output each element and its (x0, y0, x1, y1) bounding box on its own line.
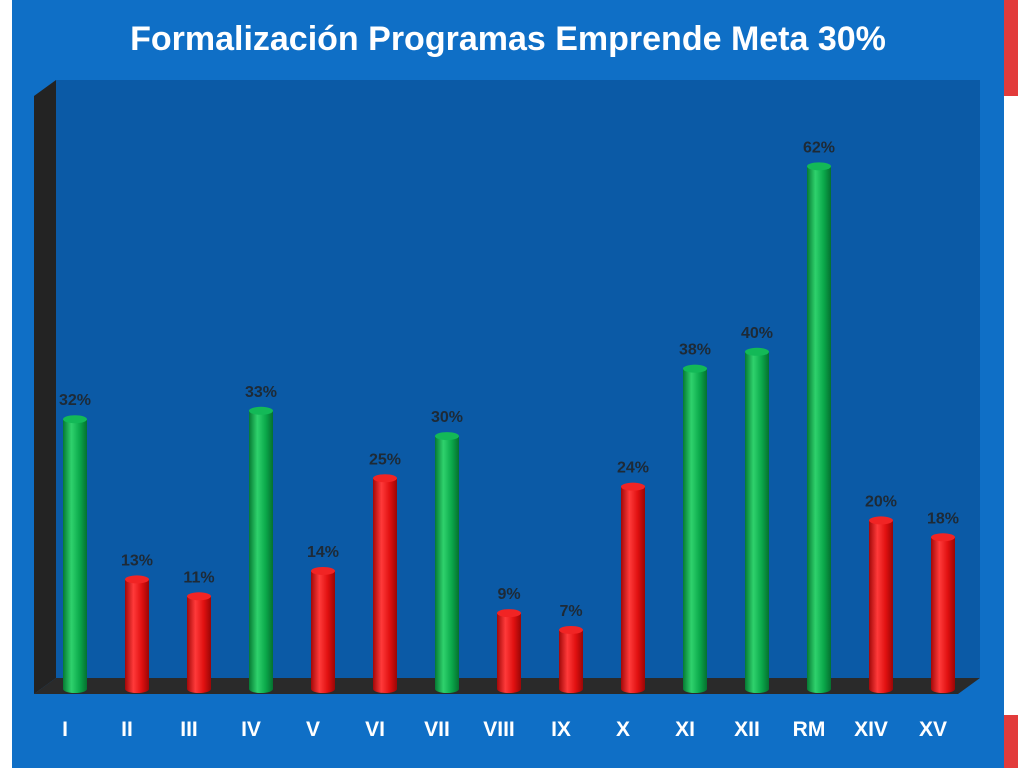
bar-body (125, 579, 149, 689)
data-label-XI: 38% (679, 342, 711, 359)
x-tick-label-III: III (180, 718, 198, 741)
bar-base (931, 685, 955, 693)
bar-cap (559, 625, 583, 634)
bar-III (187, 592, 211, 693)
bar-base (187, 685, 211, 693)
bar-X (621, 482, 645, 693)
x-tick-label-XIV: XIV (854, 718, 888, 741)
bar-cap (807, 162, 831, 171)
bar-base (311, 685, 335, 693)
bar-base (621, 685, 645, 693)
bar-cap (621, 482, 645, 491)
accent-bar-top (1004, 0, 1018, 96)
x-tick-label-XI: XI (675, 718, 695, 741)
bar-body (807, 166, 831, 690)
bar-XIV (869, 516, 893, 693)
x-tick-label-RM: RM (793, 718, 826, 741)
x-tick-label-XII: XII (734, 718, 760, 741)
data-label-XII: 40% (741, 325, 773, 342)
data-label-V: 14% (307, 544, 339, 561)
bar-RM (807, 162, 831, 693)
bar-IX (559, 625, 583, 693)
x-tick-label-X: X (616, 718, 630, 741)
bar-cap (311, 566, 335, 575)
bar-base (745, 685, 769, 693)
data-label-XV: 18% (927, 510, 959, 527)
bar-base (373, 685, 397, 693)
x-tick-label-IX: IX (551, 718, 571, 741)
bar-base (125, 685, 149, 693)
bar-VII (435, 432, 459, 693)
bar-base (807, 685, 831, 693)
x-tick-label-I: I (62, 718, 68, 741)
x-tick-label-II: II (121, 718, 133, 741)
bar-cap (187, 592, 211, 601)
bar-XI (683, 364, 707, 693)
x-tick-label-VIII: VIII (483, 718, 515, 741)
bar-I (63, 415, 87, 693)
bar-base (435, 685, 459, 693)
bar-base (249, 685, 273, 693)
data-label-VI: 25% (369, 451, 401, 468)
bar-body (931, 537, 955, 689)
bar-base (869, 685, 893, 693)
data-label-VII: 30% (431, 409, 463, 426)
bar-body (497, 613, 521, 689)
data-label-II: 13% (121, 552, 153, 569)
x-tick-label-VI: VI (365, 718, 385, 741)
x-tick-label-V: V (306, 718, 320, 741)
bar-body (869, 520, 893, 689)
bar-cap (435, 432, 459, 441)
bar-cap (931, 533, 955, 542)
chart-title: Formalización Programas Emprende Meta 30… (130, 20, 886, 58)
x-tick-label-VII: VII (424, 718, 450, 741)
bar-body (187, 596, 211, 689)
bar-II (125, 575, 149, 693)
data-label-RM: 62% (803, 139, 835, 156)
bar-base (63, 685, 87, 693)
data-label-VIII: 9% (497, 586, 520, 603)
bar-body (559, 629, 583, 689)
bar-base (559, 685, 583, 693)
bar-body (745, 351, 769, 689)
bar-cap (683, 364, 707, 373)
bar-cap (745, 347, 769, 356)
bar-body (683, 368, 707, 689)
bar-XV (931, 533, 955, 693)
bar-cap (373, 474, 397, 483)
bar-cap (497, 609, 521, 618)
data-label-XIV: 20% (865, 493, 897, 510)
bar-IV (249, 406, 273, 693)
bar-cap (63, 415, 87, 424)
bar-V (311, 566, 335, 693)
data-label-III: 11% (183, 569, 214, 586)
plot-side-wall (34, 80, 56, 694)
bar-cap (249, 406, 273, 415)
bar-base (683, 685, 707, 693)
bar-body (311, 570, 335, 689)
bar-body (63, 419, 87, 689)
data-label-IV: 33% (245, 384, 277, 401)
bar-body (435, 436, 459, 689)
bar-XII (745, 347, 769, 693)
bar-body (249, 410, 273, 689)
x-tick-label-IV: IV (241, 718, 261, 741)
bar-VIII (497, 609, 521, 693)
data-label-IX: 7% (559, 603, 582, 620)
bar-VI (373, 474, 397, 693)
bar-cap (869, 516, 893, 525)
data-label-I: 32% (59, 392, 91, 409)
bar-cap (125, 575, 149, 584)
x-tick-label-XV: XV (919, 718, 947, 741)
accent-bar-bottom (1004, 715, 1018, 768)
data-label-X: 24% (617, 460, 649, 477)
bar-body (621, 486, 645, 689)
bar-base (497, 685, 521, 693)
bar-body (373, 478, 397, 689)
